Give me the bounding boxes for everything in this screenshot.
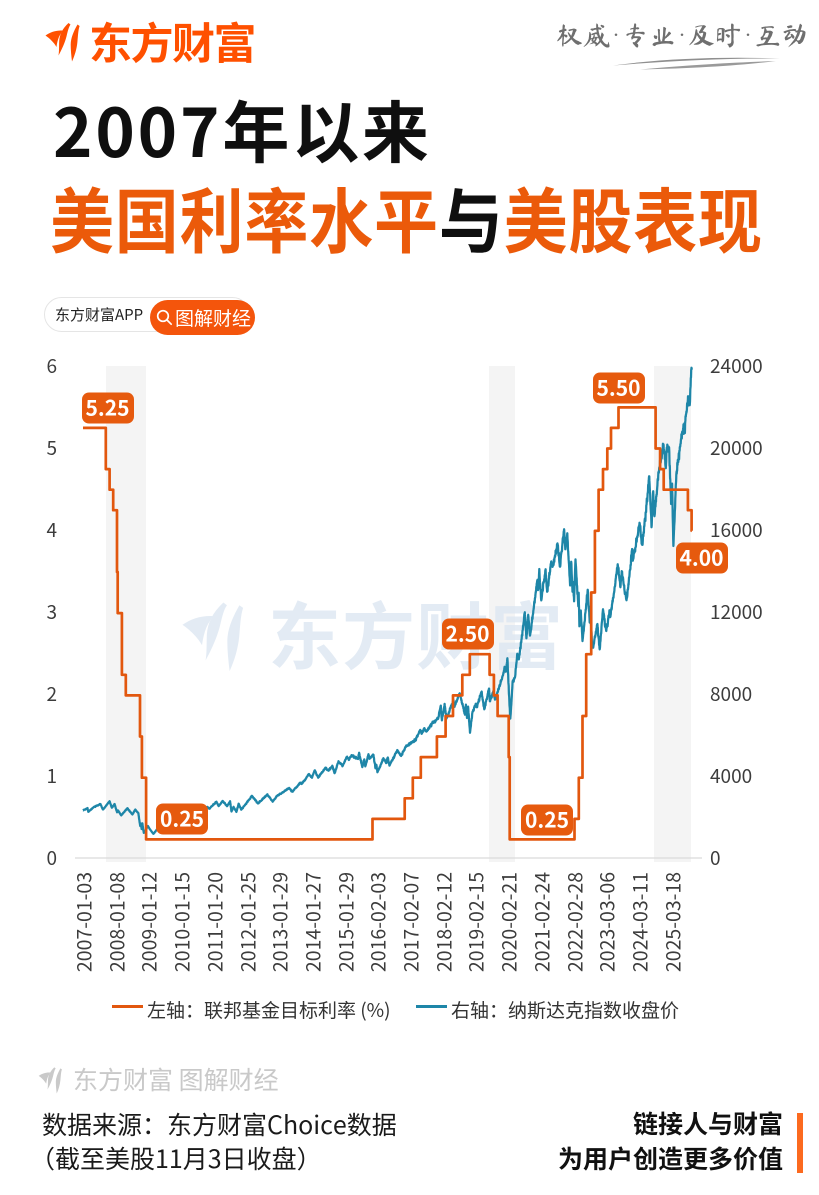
svg-text:东方财富: 东方财富 xyxy=(268,579,564,685)
